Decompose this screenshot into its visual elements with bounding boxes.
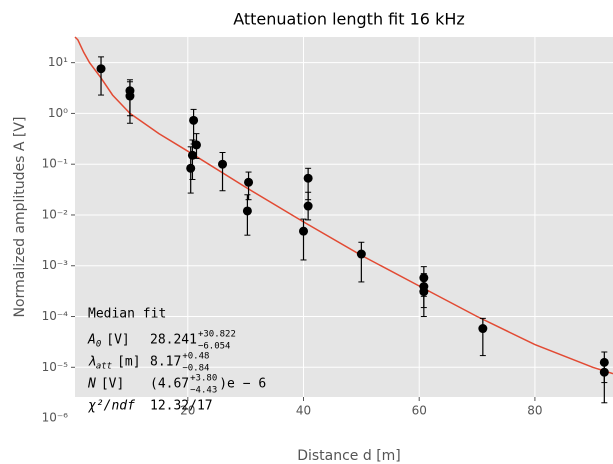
y-tick-label: 10⁻⁴: [42, 309, 69, 323]
point: [303, 173, 313, 183]
annotation-value: 8.17: [150, 355, 181, 370]
annotation-value: 12.32/17: [150, 399, 213, 414]
y-tick-label: 10⁻²: [42, 207, 69, 221]
chart-title: Attenuation length fit 16 kHz: [233, 10, 465, 29]
point: [191, 140, 201, 150]
annotation-value: 28.241: [150, 333, 197, 348]
annotation-upper: +0.48: [182, 352, 209, 362]
point: [303, 201, 313, 211]
point: [189, 115, 199, 125]
annotation-lower: −4.43: [190, 386, 217, 396]
point: [419, 287, 429, 297]
annotation-lower: −6.054: [198, 342, 231, 352]
point: [244, 177, 254, 187]
y-tick-label: 10⁻⁵: [42, 360, 69, 374]
point: [125, 91, 135, 101]
x-axis-label: Distance d [m]: [297, 448, 401, 464]
annotation-unit: [V]: [101, 377, 124, 392]
annotation-lower: −0.84: [182, 364, 209, 374]
y-tick-label: 10¹: [48, 55, 68, 69]
annotation-value: (4.67: [150, 377, 189, 392]
y-axis-label: Normalized amplitudes A [V]: [12, 117, 28, 318]
annotation-label: N: [87, 377, 96, 392]
point: [218, 159, 228, 169]
annotation-upper: +30.822: [198, 330, 236, 340]
fit-line: [74, 36, 613, 375]
y-tick-label: 10⁻¹: [42, 157, 69, 171]
y-tick-label: 10⁰: [48, 106, 68, 120]
point: [186, 163, 196, 173]
annotation-label-sub: 0: [96, 340, 101, 350]
point: [478, 324, 488, 334]
annotation-title: Median fit: [88, 307, 166, 322]
annotation-label-sub: att: [96, 362, 112, 372]
x-tick-label: 60: [412, 404, 427, 418]
point: [599, 367, 609, 377]
annotation-unit: [V]: [106, 333, 129, 348]
x-tick-label: 40: [296, 404, 311, 418]
point: [299, 226, 309, 236]
point: [96, 64, 106, 74]
plot-area: [75, 37, 613, 397]
x-tick-label: 20: [180, 404, 195, 418]
annotation-unit: [m]: [117, 355, 140, 370]
y-tick-label: 10⁻⁶: [42, 411, 69, 425]
annotation-suffix: )e − 6: [219, 377, 266, 392]
annotation-label: A: [87, 333, 96, 348]
y-tick-label: 10⁻³: [42, 258, 69, 272]
x-tick-label: 80: [527, 404, 542, 418]
point: [242, 206, 252, 216]
point: [356, 249, 366, 259]
annotation-upper: +3.80: [190, 374, 217, 384]
point: [187, 150, 197, 160]
annotation-label: χ²/ndf: [88, 399, 135, 414]
annotation-label: λ: [88, 355, 96, 370]
